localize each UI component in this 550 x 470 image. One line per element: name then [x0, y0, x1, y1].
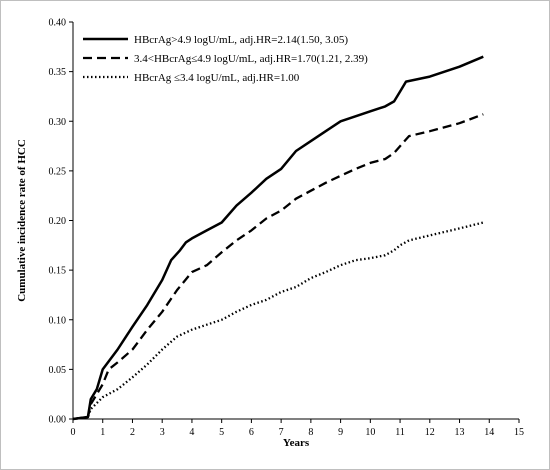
- y-tick-label: 0.05: [49, 365, 67, 376]
- y-tick-label: 0.15: [49, 266, 67, 277]
- y-tick-label: 0.40: [49, 18, 67, 29]
- x-tick-label: 12: [425, 427, 435, 438]
- legend-label: 3.4<HBcrAg≤4.9 logU/mL, adj.HR=1.70(1.21…: [134, 53, 368, 65]
- x-tick-label: 15: [514, 427, 524, 438]
- x-tick-label: 2: [130, 427, 135, 438]
- series-line-dashed: [72, 113, 484, 421]
- legend: HBcrAg>4.9 logU/mL, adj.HR=2.14(1.50, 3.…: [83, 34, 368, 84]
- x-axis-title: Years: [283, 437, 310, 449]
- x-tick-label: 7: [279, 427, 284, 438]
- legend-label: HBcrAg>4.9 logU/mL, adj.HR=2.14(1.50, 3.…: [134, 34, 348, 46]
- y-tick-label: 0.35: [49, 67, 67, 78]
- x-tick-label: 0: [71, 427, 76, 438]
- series-lines-group: [72, 55, 484, 421]
- series-line-solid: [72, 55, 484, 421]
- y-tick-label: 0.20: [49, 216, 67, 227]
- x-tick-label: 8: [308, 427, 313, 438]
- x-tick-label: 14: [484, 427, 494, 438]
- x-tick-label: 4: [189, 427, 194, 438]
- axes-group: 0.000.050.100.150.200.250.300.350.400 1 2 3…: [49, 18, 525, 439]
- x-tick-label: 10: [365, 427, 375, 438]
- x-tick-label: 3: [160, 427, 165, 438]
- y-tick-label: 0.00: [49, 415, 67, 426]
- legend-label: HBcrAg ≤3.4 logU/mL, adj.HR=1.00: [134, 72, 300, 84]
- x-tick-label: 5: [219, 427, 224, 438]
- x-tick-label: 11: [395, 427, 405, 438]
- y-tick-label: 0.30: [49, 117, 67, 128]
- y-tick-label: 0.25: [49, 166, 67, 177]
- y-axis-title: Cumulative incidence rate of HCC: [16, 139, 28, 302]
- series-line-dotted: [72, 221, 484, 421]
- x-tick-label: 1: [100, 427, 105, 438]
- x-tick-label: 13: [455, 427, 465, 438]
- x-tick-label: 6: [249, 427, 254, 438]
- x-tick-label: 9: [338, 427, 343, 438]
- y-tick-label: 0.10: [49, 315, 67, 326]
